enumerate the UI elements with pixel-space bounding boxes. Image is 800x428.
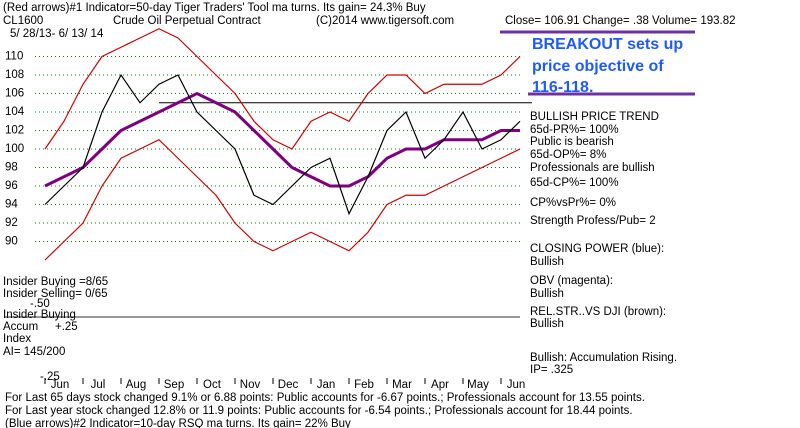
series-line <box>44 28 521 150</box>
side-note: Bullish: Accumulation Rising. <box>530 352 677 364</box>
quote: Close= 106.91 Change= .38 Volume= 193.82 <box>505 15 736 27</box>
series-line <box>44 91 520 188</box>
y-tick-label: 102 <box>5 125 24 137</box>
panel-label: -.25 <box>40 371 60 383</box>
series-line <box>44 73 521 216</box>
x-tick-label: Jun <box>51 379 70 391</box>
x-tick-label: Sep <box>164 379 184 391</box>
side-note: OBV (magenta): <box>530 275 613 287</box>
chart-title: (Red arrows)#1 Indicator=50-day Tiger Tr… <box>3 2 426 14</box>
contract: Crude Oil Perpetual Contract <box>113 15 261 27</box>
side-note: 65d-PR%= 100% <box>530 124 619 136</box>
side-note: CP%vsPr%= 0% <box>530 197 616 209</box>
y-tick-label: 104 <box>5 106 25 118</box>
side-note: IP= .325 <box>530 364 573 376</box>
side-note: Bullish <box>530 318 564 330</box>
panel-label: +.25 <box>55 321 78 333</box>
y-tick-label: 96 <box>5 180 18 192</box>
side-note: Bullish <box>530 256 564 268</box>
symbol: CL1600 <box>3 15 43 27</box>
x-tick-label: Jan <box>317 379 336 391</box>
side-note: Bullish <box>530 288 564 300</box>
callout: BREAKOUT sets up <box>532 36 683 53</box>
x-tick-label: Aug <box>126 379 146 391</box>
footer-line: For Last 65 days stock changed 9.1% or 6… <box>5 392 645 404</box>
y-tick-label: 98 <box>5 162 18 174</box>
x-tick-label: Oct <box>203 379 222 391</box>
side-note: REL.STR..VS DJI (brown): <box>530 306 666 318</box>
x-tick-label: May <box>467 379 489 391</box>
panel-label: Insider Buying <box>3 309 76 321</box>
side-note: Public is bearish <box>530 136 614 148</box>
side-note: CLOSING POWER (blue): <box>530 243 664 255</box>
x-tick-label: Nov <box>240 379 261 391</box>
side-note: 65d-CP%= 100% <box>530 177 619 189</box>
side-note: Professionals are bullish <box>530 162 655 174</box>
x-tick-label: Feb <box>354 379 374 391</box>
side-note: 65d-OP%= 8% <box>530 149 606 161</box>
side-note: Strength Profess/Pub= 2 <box>530 215 656 227</box>
x-tick-label: Mar <box>392 379 412 391</box>
side-note: BULLISH PRICE TREND <box>530 111 659 123</box>
y-tick-label: 110 <box>5 51 23 63</box>
panel-label: Accum <box>3 321 38 333</box>
callout: 116-118. <box>532 79 593 96</box>
panel-label: AI= 145/200 <box>3 346 65 358</box>
panel-label: Index <box>3 333 31 345</box>
y-tick-label: 108 <box>5 69 24 81</box>
y-tick-label: 90 <box>5 236 18 248</box>
x-tick-label: Apr <box>431 379 449 391</box>
date-range: 5/ 28/13- 6/ 13/ 14 <box>10 28 104 40</box>
y-tick-label: 106 <box>5 88 24 100</box>
y-tick-label: 94 <box>5 199 18 211</box>
footer-line: (Blue arrows)#2 Indicator=10-day RSQ ma … <box>5 418 351 428</box>
panel-label: -.50 <box>30 298 50 310</box>
panel-label: Insider Buying =8/65 <box>3 276 108 288</box>
copyright: (C)2014 www.tigersoft.com <box>316 15 454 27</box>
series-line <box>44 139 521 261</box>
callout: price objective of <box>532 58 664 75</box>
panel-label: Insider Selling= 0/65 <box>3 288 108 300</box>
x-tick-label: Dec <box>278 379 299 391</box>
x-tick-label: Jul <box>91 379 106 391</box>
y-tick-label: 92 <box>5 217 18 229</box>
y-tick-label: 100 <box>5 143 24 155</box>
footer-line: For Last year stock changed 12.8% or 11.… <box>5 405 633 417</box>
x-tick-label: Jun <box>507 379 526 391</box>
